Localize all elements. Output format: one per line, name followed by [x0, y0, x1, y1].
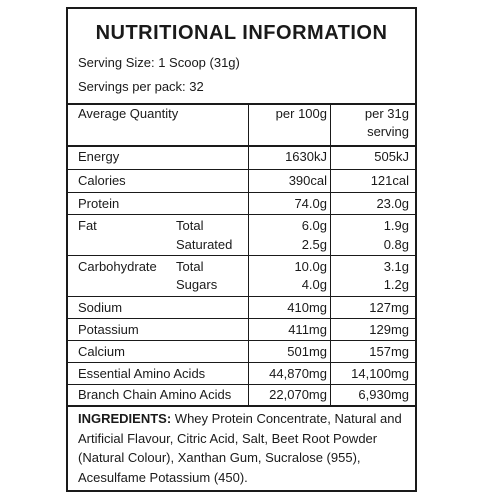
row-serving: 23.0g — [376, 196, 409, 211]
header-per-100g: per 100g — [275, 106, 327, 121]
row-per100: 74.0g — [294, 196, 327, 211]
column-divider — [248, 103, 249, 405]
ingredients-heading: INGREDIENTS: — [78, 411, 172, 426]
header-average-quantity: Average Quantity — [78, 106, 179, 121]
row-per100: 2.5g — [301, 237, 327, 252]
row-divider — [68, 192, 415, 193]
row-per100: 410mg — [287, 300, 327, 315]
row-serving: 3.1g — [383, 259, 409, 274]
column-divider — [330, 103, 331, 405]
row-label: Sodium — [78, 300, 123, 315]
row-per100: 390cal — [288, 173, 327, 188]
header-per-serving: per 31g — [364, 106, 409, 121]
nutrition-panel: NUTRITIONAL INFORMATION Serving Size: 1 … — [66, 7, 417, 492]
row-label: Energy — [78, 149, 120, 164]
row-serving: 121cal — [370, 173, 409, 188]
divider — [68, 103, 415, 105]
row-label: Essential Amino Acids — [78, 366, 206, 381]
ingredients: INGREDIENTS: Whey Protein Concentrate, N… — [78, 409, 407, 487]
row-label: Fat — [78, 218, 97, 233]
row-divider — [68, 214, 415, 215]
row-per100: 501mg — [287, 344, 327, 359]
row-per100: 6.0g — [301, 218, 327, 233]
row-serving: 157mg — [369, 344, 409, 359]
header-per-serving-2: serving — [367, 124, 409, 139]
panel-title: NUTRITIONAL INFORMATION — [95, 22, 388, 44]
row-label: Calories — [78, 173, 126, 188]
divider — [68, 145, 415, 147]
row-serving: 505kJ — [374, 149, 409, 164]
servings-per-pack: Servings per pack: 32 — [78, 79, 204, 94]
ingredients-text: Whey Protein Concentrate, Natural and Ar… — [78, 411, 402, 485]
row-sublabel: Sugars — [176, 277, 218, 292]
row-per100: 22,070mg — [269, 387, 327, 402]
row-per100: 44,870mg — [269, 366, 327, 381]
row-serving: 6,930mg — [358, 387, 409, 402]
row-serving: 1.9g — [383, 218, 409, 233]
row-label: Calcium — [78, 344, 125, 359]
row-per100: 4.0g — [301, 277, 327, 292]
row-label: Protein — [78, 196, 120, 211]
serving-size: Serving Size: 1 Scoop (31g) — [78, 55, 240, 70]
row-divider — [68, 296, 415, 297]
row-divider — [68, 362, 415, 363]
row-sublabel: Saturated — [176, 237, 233, 252]
row-serving: 127mg — [369, 300, 409, 315]
row-label: Branch Chain Amino Acids — [78, 387, 232, 402]
row-divider — [68, 384, 415, 385]
row-serving: 14,100mg — [351, 366, 409, 381]
divider — [68, 405, 415, 407]
row-divider — [68, 255, 415, 256]
row-serving: 129mg — [369, 322, 409, 337]
row-sublabel: Total — [176, 218, 204, 233]
row-label: Carbohydrate — [78, 259, 157, 274]
row-per100: 411mg — [288, 322, 327, 337]
row-serving: 1.2g — [383, 277, 409, 292]
row-serving: 0.8g — [383, 237, 409, 252]
row-per100: 1630kJ — [285, 149, 327, 164]
row-divider — [68, 318, 415, 319]
row-divider — [68, 169, 415, 170]
row-sublabel: Total — [176, 259, 204, 274]
row-label: Potassium — [78, 322, 139, 337]
row-divider — [68, 340, 415, 341]
row-per100: 10.0g — [294, 259, 327, 274]
